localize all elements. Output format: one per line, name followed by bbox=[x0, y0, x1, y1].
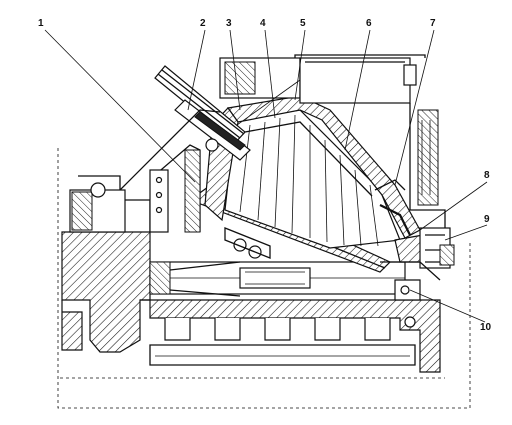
callout-7: 7 bbox=[430, 18, 436, 29]
callout-9: 9 bbox=[484, 214, 490, 225]
leader-lines bbox=[44, 29, 488, 323]
feed-tubes bbox=[154, 65, 251, 161]
callout-3: 3 bbox=[226, 18, 232, 29]
base-frame bbox=[61, 231, 441, 373]
callout-5: 5 bbox=[300, 18, 306, 29]
callout-2: 2 bbox=[200, 18, 206, 29]
callout-8: 8 bbox=[484, 170, 490, 181]
callout-6: 6 bbox=[366, 18, 372, 29]
frame-wall bbox=[119, 109, 221, 233]
outer-boundary bbox=[57, 148, 471, 409]
callout-10: 10 bbox=[480, 322, 492, 333]
callout-1: 1 bbox=[38, 18, 44, 29]
drive-shaft bbox=[69, 175, 406, 297]
callout-labels: 1 2 3 4 5 6 7 8 9 10 bbox=[38, 18, 492, 333]
top-cover bbox=[219, 54, 446, 235]
callout-4: 4 bbox=[260, 18, 266, 29]
outlet-assembly bbox=[380, 227, 455, 301]
